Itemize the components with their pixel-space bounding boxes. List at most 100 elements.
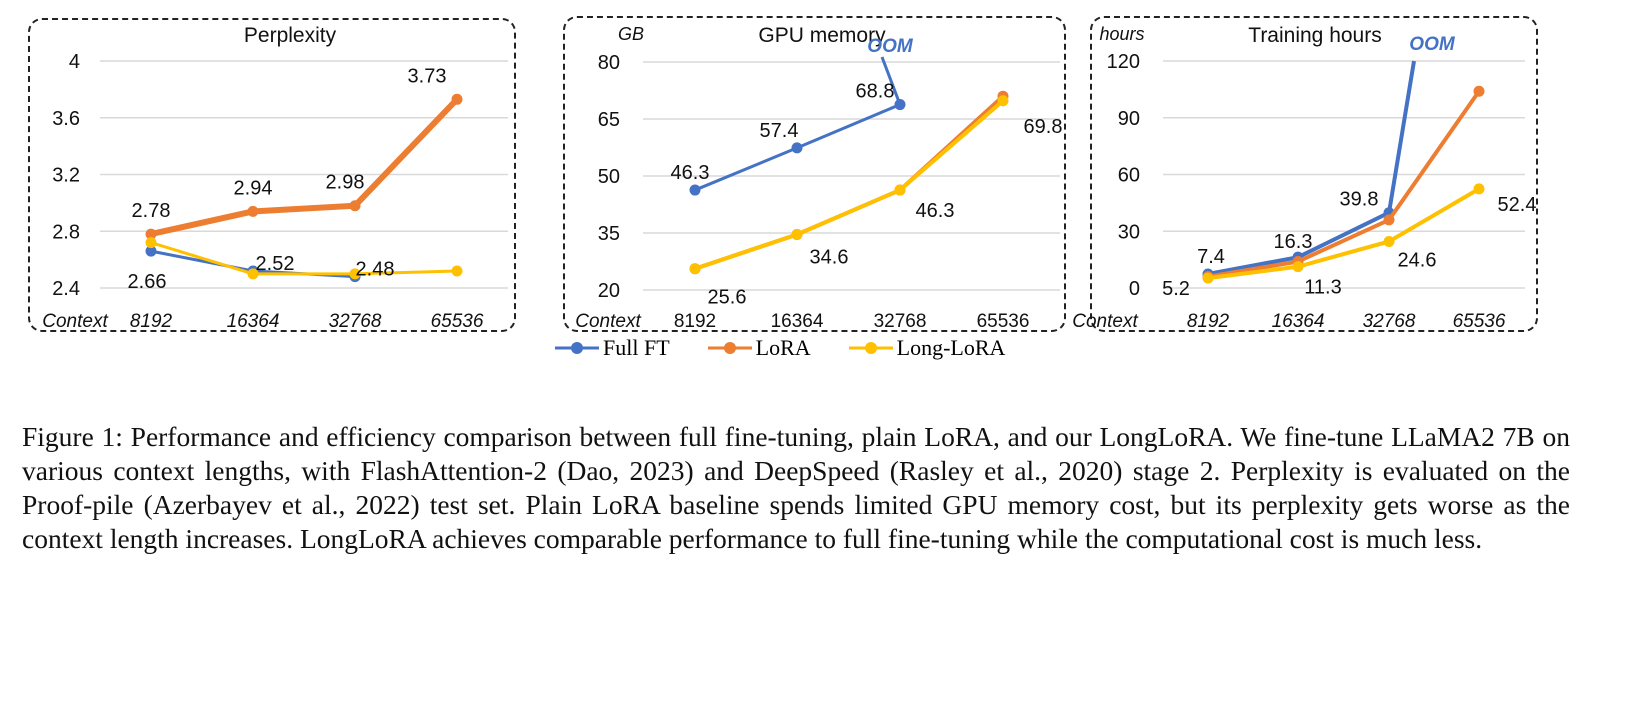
legend-item-long-lora: Long-LoRA	[848, 335, 1006, 361]
data-point	[997, 95, 1009, 107]
data-point	[451, 93, 463, 105]
data-point	[1473, 183, 1485, 195]
legend-item-lora: LoRA	[707, 335, 811, 361]
series-line-full-ft	[694, 56, 902, 192]
y-tick-label: 3.6	[52, 108, 80, 130]
y-tick-label: 35	[598, 223, 620, 245]
data-point	[1202, 272, 1214, 284]
legend-marker-long-lora	[848, 342, 893, 354]
chart-title: GPU memory	[758, 24, 886, 47]
data-point	[247, 205, 259, 217]
legend-marker-full-ft	[555, 342, 599, 354]
data-point	[1383, 235, 1395, 247]
data-point	[791, 229, 803, 241]
x-tick-label: 65536	[977, 311, 1030, 332]
data-point	[791, 142, 803, 154]
y-axis-unit: hours	[1099, 24, 1144, 44]
y-tick-label: 4	[69, 51, 80, 73]
data-point	[894, 184, 906, 196]
data-label: 39.8	[1340, 189, 1379, 211]
y-tick-label: 30	[1118, 221, 1140, 243]
y-tick-label: 80	[598, 52, 620, 74]
series-line-long-lora	[1207, 187, 1481, 281]
data-point	[689, 184, 701, 196]
data-label: 2.78	[132, 200, 171, 222]
data-label: 68.8	[856, 81, 895, 103]
data-label: 52.4	[1498, 194, 1537, 216]
data-point	[1383, 214, 1395, 226]
series-line-full-ft	[1207, 60, 1416, 276]
data-label: 46.3	[916, 200, 955, 222]
data-label: 57.4	[760, 120, 799, 142]
data-label: 2.52	[256, 253, 295, 275]
data-point	[451, 265, 463, 277]
data-label: 5.2	[1162, 278, 1190, 300]
series-line-lora	[150, 97, 460, 238]
x-tick-label: 8192	[1187, 311, 1230, 332]
data-point	[145, 245, 157, 257]
x-axis-label: Context	[1072, 311, 1138, 332]
data-label: 46.3	[671, 162, 710, 184]
series-line-lora	[1207, 90, 1481, 279]
x-tick-label: 32768	[1363, 311, 1416, 332]
data-label: 7.4	[1197, 246, 1225, 268]
gpu-memory-panel	[563, 16, 1066, 332]
data-label: 69.8	[1024, 116, 1063, 138]
legend: Full FT LoRA Long-LoRA	[555, 335, 1005, 361]
data-label: 2.66	[128, 271, 167, 293]
y-tick-label: 90	[1118, 108, 1140, 130]
oom-annotation: OOM	[867, 36, 914, 57]
legend-marker-lora	[707, 342, 752, 354]
data-point	[1473, 85, 1485, 97]
chart-title: Training hours	[1248, 24, 1381, 47]
x-tick-label: 65536	[1453, 311, 1506, 332]
x-tick-label: 8192	[674, 311, 716, 332]
data-point	[247, 268, 259, 280]
data-point	[349, 200, 361, 212]
data-label: 2.98	[326, 172, 365, 194]
data-point	[894, 99, 906, 111]
data-label: 25.6	[708, 287, 747, 309]
data-label: 2.48	[356, 259, 395, 281]
y-tick-label: 50	[598, 166, 620, 188]
y-tick-label: 0	[1129, 278, 1140, 300]
x-tick-label: 65536	[431, 311, 484, 332]
figure-charts: 2.4 2.8 3.2 3.6 4 Perplexity Context 8192 16364 3…	[42, 24, 1537, 332]
x-axis-label: Context	[575, 311, 641, 332]
data-point	[689, 263, 701, 275]
y-tick-label: 20	[598, 280, 620, 302]
series-line-long-lora	[694, 99, 1005, 271]
series-line-long-lora	[150, 241, 458, 276]
oom-annotation: OOM	[1409, 34, 1456, 55]
x-tick-label: 16364	[1272, 311, 1325, 332]
data-label: 16.3	[1274, 231, 1313, 253]
data-label: 34.6	[810, 247, 849, 269]
y-tick-label: 3.2	[52, 165, 80, 187]
data-label: 24.6	[1398, 249, 1437, 271]
data-point	[349, 268, 361, 280]
data-point	[145, 237, 157, 249]
x-tick-label: 32768	[329, 311, 382, 332]
x-tick-label: 16364	[227, 311, 280, 332]
x-tick-label: 32768	[874, 311, 927, 332]
chart-title: Perplexity	[244, 24, 337, 47]
data-label: 2.94	[234, 177, 273, 199]
y-tick-label: 60	[1118, 165, 1140, 187]
legend-label: LoRA	[755, 335, 811, 360]
legend-label: Long-LoRA	[896, 335, 1006, 360]
legend-item-full-ft: Full FT	[555, 335, 670, 361]
x-axis-label: Context	[42, 311, 108, 332]
data-point	[1292, 261, 1304, 273]
y-tick-label: 120	[1107, 51, 1140, 73]
training-hours-panel	[1090, 16, 1538, 332]
y-tick-label: 2.8	[52, 221, 80, 243]
data-label: 11.3	[1304, 277, 1341, 299]
y-tick-label: 65	[598, 109, 620, 131]
legend-label: Full FT	[603, 335, 670, 360]
x-tick-label: 8192	[130, 311, 173, 332]
perplexity-panel	[28, 18, 516, 332]
series-line-lora	[694, 94, 1005, 271]
x-tick-label: 16364	[771, 311, 824, 332]
y-axis-unit: GB	[618, 24, 644, 44]
data-label: 3.73	[408, 65, 447, 87]
